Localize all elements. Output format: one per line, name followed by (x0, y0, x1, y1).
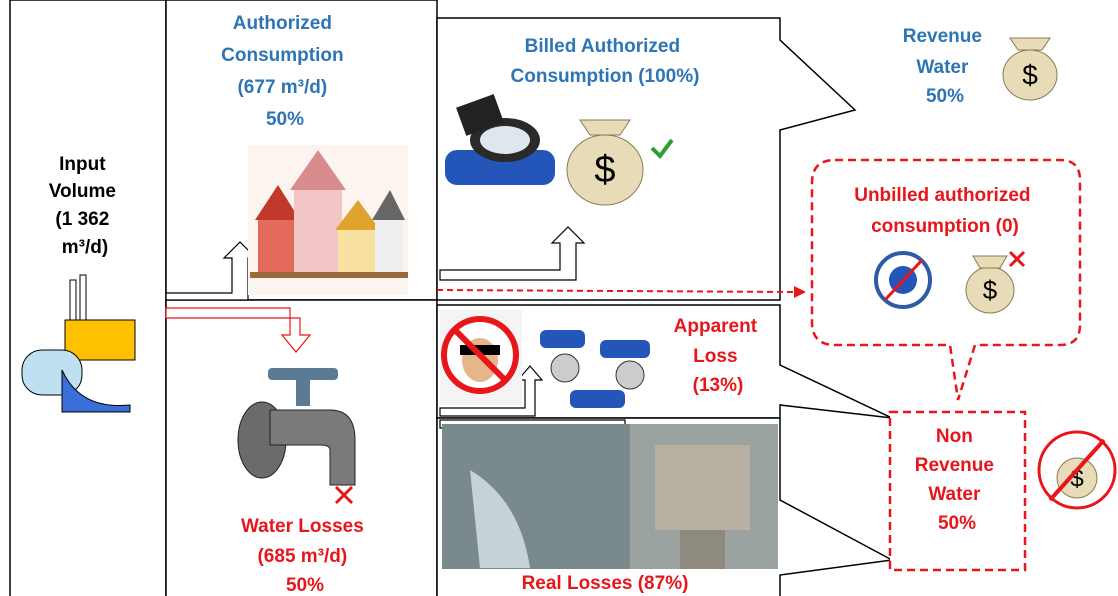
svg-text:$: $ (983, 275, 998, 305)
billed-callout (436, 17, 857, 301)
money-bag-cross: $ (965, 250, 1026, 314)
authorized-consumption-label: Authorized Consumption (677 m³/d) 50% (221, 13, 349, 130)
text-line: Loss (693, 346, 737, 367)
text-line: Non (936, 426, 973, 447)
factory-pipe-icon (21, 274, 136, 413)
text-line: Volume (49, 181, 116, 202)
svg-text:$: $ (594, 149, 615, 191)
svg-text:$: $ (1022, 59, 1038, 90)
text-line: 50% (926, 86, 964, 107)
leak-photo (442, 424, 778, 569)
text-line: Water (916, 57, 969, 78)
revenue-water-label: Revenue Water 50% (903, 26, 987, 107)
text-line: 50% (938, 513, 976, 534)
text-line: Consumption (221, 45, 343, 66)
unbilled-callout (810, 158, 1082, 401)
faucet-icon (237, 368, 356, 505)
text-line: Revenue (915, 455, 994, 476)
text-line: m³/d) (62, 237, 108, 258)
billed-authorized-label: Billed Authorized Consumption (100%) (511, 36, 700, 87)
text-line: (1 362 (55, 209, 109, 230)
text-line: Apparent (674, 316, 758, 337)
text-line: 50% (286, 575, 324, 596)
text-line: consumption (0) (871, 216, 1019, 237)
meter-prohibited-icon (874, 251, 932, 309)
text-line: Water (928, 484, 981, 505)
text-line: Real Losses (87%) (522, 573, 689, 594)
text-line: (13%) (693, 375, 744, 396)
houses-image (248, 145, 408, 295)
non-revenue-water-label: Non Revenue Water 50% (915, 426, 999, 534)
money-bag-check: $ (566, 119, 674, 206)
water-losses-label: Water Losses (685 m³/d) 50% (241, 516, 369, 596)
losses-box (165, 299, 438, 596)
text-line: Consumption (100%) (511, 66, 700, 87)
non-revenue-box (888, 410, 1027, 572)
text-line: Input (59, 154, 106, 175)
arrow (165, 307, 312, 353)
text-line: Unbilled authorized (854, 185, 1030, 206)
arrow (439, 226, 586, 281)
input-column (9, 0, 167, 596)
text-line: Revenue (903, 26, 982, 47)
real-losses-label: Real Losses (87%) (522, 573, 689, 594)
text-line: Water Losses (241, 516, 364, 537)
arrow (439, 365, 544, 417)
text-line: (685 m³/d) (257, 546, 347, 567)
text-line: (677 m³/d) (237, 77, 327, 98)
meters-image (540, 330, 650, 408)
apparent-loss-label: Apparent Loss (13%) (674, 316, 763, 396)
text-line: Billed Authorized (525, 36, 681, 57)
money-bag-revenue: $ (1002, 37, 1058, 101)
text-line: 50% (266, 109, 304, 130)
unbilled-authorized-label: Unbilled authorized consumption (0) (854, 185, 1036, 237)
arrowhead (794, 286, 806, 298)
input-volume-label: Input Volume (1 362 m³/d) (49, 154, 122, 258)
water-meter-image (445, 94, 555, 185)
thief-prohibited-icon (440, 310, 522, 405)
no-money-icon: $ (1037, 430, 1117, 510)
text-line: Authorized (233, 13, 332, 34)
